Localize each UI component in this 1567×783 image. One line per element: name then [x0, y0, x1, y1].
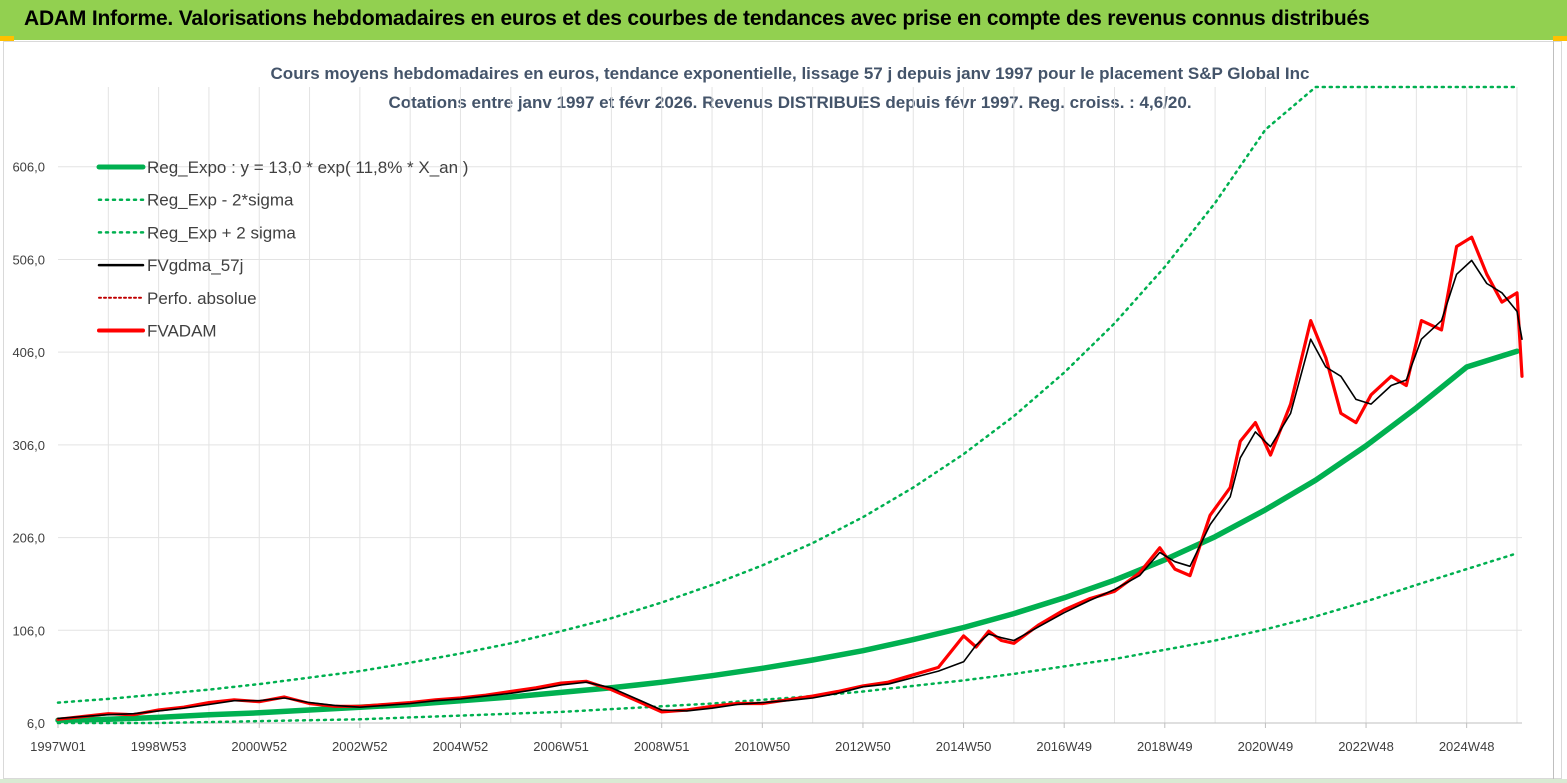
frame-right-edge [1553, 41, 1554, 781]
series-fvadam [56, 235, 1524, 721]
y-tick-label: 206,0 [12, 531, 45, 546]
chart-title: Cours moyens hebdomadaires en euros, ten… [270, 64, 1310, 83]
x-tick-label: 2010W50 [735, 739, 791, 754]
x-tick-label: 2020W49 [1238, 739, 1294, 754]
y-tick-label: 106,0 [12, 623, 45, 638]
x-tick-label: 1997W01 [30, 739, 86, 754]
legend-label: Reg_Exp - 2*sigma [147, 191, 294, 210]
chart-frame [3, 41, 1562, 779]
legend-label: Reg_Exp + 2 sigma [147, 223, 296, 242]
x-tick-label: 2006W51 [533, 739, 589, 754]
series-fvgdma-57j [57, 259, 1523, 720]
axes: 6,0 106,0 206,0 306,0 406,0 506,0 606,0 1997W01… [12, 160, 1522, 754]
legend-label: Perfo. absolue [147, 289, 257, 308]
x-tick-label: 2008W51 [634, 739, 690, 754]
x-tick-label: 2012W50 [835, 739, 891, 754]
legend-label: FVADAM [147, 322, 217, 341]
x-tick-label: 2004W52 [433, 739, 489, 754]
bottom-strip [0, 779, 1567, 783]
x-tick-label: 2022W48 [1338, 739, 1394, 754]
x-tick-label: 2024W48 [1439, 739, 1495, 754]
y-tick-label: 606,0 [12, 160, 45, 175]
series-reg-expo [55, 348, 1520, 723]
x-tick-label: 2000W52 [231, 739, 287, 754]
y-tick-label: 6,0 [27, 716, 45, 731]
x-tick-label: 2016W49 [1036, 739, 1092, 754]
x-tick-label: 2002W52 [332, 739, 388, 754]
series-reg-exp-2-sigma [56, 552, 1519, 725]
corner-accent-right [1553, 36, 1567, 41]
series-group [55, 85, 1524, 725]
grid [58, 87, 1522, 724]
y-tick-label: 506,0 [12, 252, 45, 267]
legend-label: Reg_Expo : y = 13,0 * exp( 11,8% * X_an … [147, 158, 468, 177]
corner-accent-left [0, 36, 14, 41]
y-tick-label: 306,0 [12, 438, 45, 453]
chart-subtitle: Cotations entre janv 1997 et févr 2026. … [388, 93, 1192, 112]
x-tick-label: 2018W49 [1137, 739, 1193, 754]
x-tick-label: 2014W50 [936, 739, 992, 754]
series-reg-exp-2-sigma [56, 85, 1519, 704]
header-band [0, 0, 1567, 40]
x-tick-label: 1998W53 [131, 739, 187, 754]
legend-label: FVgdma_57j [147, 256, 243, 275]
y-tick-label: 406,0 [12, 345, 45, 360]
legend: Reg_Expo : y = 13,0 * exp( 11,8% * X_an … [96, 158, 468, 341]
page-title: ADAM Informe. Valorisations hebdomadaire… [24, 7, 1370, 30]
